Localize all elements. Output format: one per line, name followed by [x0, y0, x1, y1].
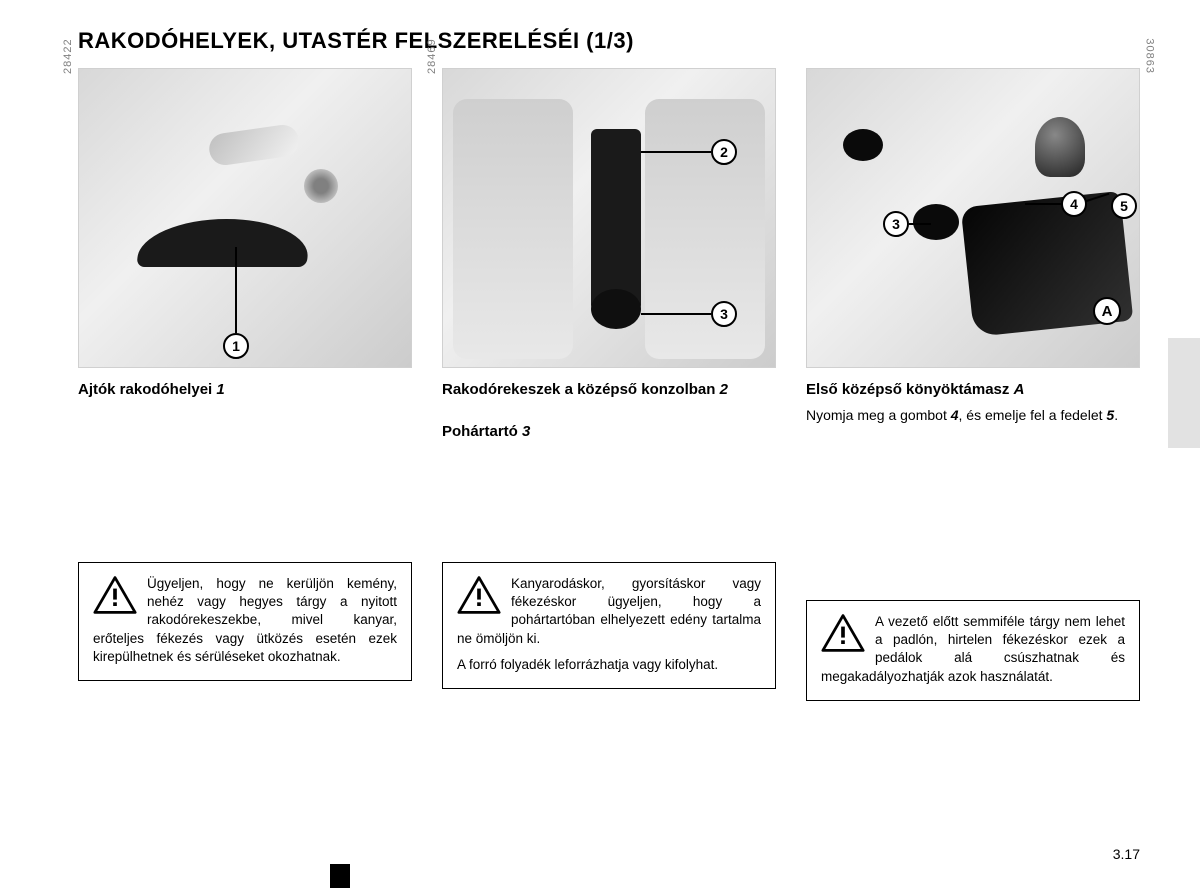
callout-2a: 2	[711, 139, 737, 165]
figure-2-center-console: 2 3	[442, 68, 776, 368]
caption-2b-italic: 3	[522, 423, 530, 440]
door-pocket-shape	[136, 219, 311, 267]
column-2: 28469 2 3 Rakodórekeszek a középső konzo…	[442, 68, 776, 538]
gray-side-tab	[1168, 338, 1200, 448]
caption-2a-italic: 2	[720, 381, 728, 398]
warning-text-2: Kanyarodáskor, gyorsításkor vagy fékezés…	[457, 575, 761, 674]
cup-shape-b	[913, 204, 959, 240]
seat-right-shape	[645, 99, 765, 359]
cup-shape-a	[843, 129, 883, 161]
caption-1-text: Ajtók rakodóhelyei	[78, 381, 216, 398]
caption-2a: Rakodórekeszek a középső konzolban 2	[442, 380, 776, 400]
caption-2a-text: Rakodórekeszek a középső konzolban	[442, 381, 720, 398]
warning-triangle-icon	[457, 575, 501, 615]
black-footer-tab	[330, 864, 350, 888]
caption-3-italic: A	[1014, 381, 1025, 398]
callout-3a: 3	[883, 211, 909, 237]
page-number: 3.17	[1113, 846, 1140, 862]
warning-box-3: A vezető előtt semmiféle tárgy nem lehet…	[806, 600, 1140, 701]
callout-2b: 3	[711, 301, 737, 327]
leader-line	[641, 313, 711, 315]
column-3: 30863 3 4 5 A Első kö	[806, 68, 1140, 538]
caption-area-2: Rakodórekeszek a középső konzolban 2 Poh…	[442, 368, 776, 538]
warning-p1: Ügyeljen, hogy ne kerüljön kemény, nehéz…	[93, 575, 397, 666]
caption-area-1: Ajtók rakodóhelyei 1	[78, 368, 412, 538]
warning-triangle-icon	[93, 575, 137, 615]
door-speaker-shape	[304, 169, 338, 203]
caption-2b-text: Pohártartó	[442, 423, 522, 440]
caption-1-italic: 1	[216, 381, 224, 398]
callout-3b: 4	[1061, 191, 1087, 217]
seat-left-shape	[453, 99, 573, 359]
column-1: 28422 1 Ajtók rakodóhelyei 1	[78, 68, 412, 538]
sub-mid: , és emelje fel a fedelet	[959, 407, 1107, 423]
gear-shift-shape	[1035, 117, 1085, 177]
leader-line	[909, 223, 931, 225]
image-id-1: 28422	[62, 38, 74, 74]
callout-1: 1	[223, 333, 249, 359]
page-title: RAKODÓHELYEK, UTASTÉR FELSZERELÉSÉI (1/3…	[78, 28, 1140, 54]
console-shape	[591, 129, 641, 309]
leader-line	[641, 151, 711, 153]
warning-p2: A forró folyadék leforrázhatja vagy kifo…	[457, 656, 761, 674]
leader-line	[1025, 203, 1061, 205]
callout-3c: 5	[1111, 193, 1137, 219]
caption-3: Első középső könyöktámasz A	[806, 380, 1140, 400]
warning-triangle-icon	[821, 613, 865, 653]
callout-3d-letter: A	[1093, 297, 1121, 325]
sub-pre: Nyomja meg a gombot	[806, 407, 951, 423]
warning-text-1: Ügyeljen, hogy ne kerüljön kemény, nehéz…	[93, 575, 397, 666]
caption-1: Ajtók rakodóhelyei 1	[78, 380, 412, 400]
leader-line	[235, 247, 237, 333]
subtext-3: Nyomja meg a gombot 4, és emelje fel a f…	[806, 406, 1140, 424]
manual-page: RAKODÓHELYEK, UTASTÉR FELSZERELÉSÉI (1/3…	[0, 0, 1200, 888]
cupholder-shape	[591, 289, 641, 329]
caption-area-3: Első középső könyöktámasz A Nyomja meg a…	[806, 368, 1140, 538]
caption-3-text: Első középső könyöktámasz	[806, 381, 1014, 398]
columns-container: 28422 1 Ajtók rakodóhelyei 1	[78, 68, 1140, 538]
image-id-3: 30863	[1144, 38, 1156, 74]
image-id-2: 28469	[426, 38, 438, 74]
sub-post: .	[1114, 407, 1118, 423]
caption-2b: Pohártartó 3	[442, 422, 776, 442]
warning-text-3: A vezető előtt semmiféle tárgy nem lehet…	[821, 613, 1125, 686]
warning-box-1: Ügyeljen, hogy ne kerüljön kemény, nehéz…	[78, 562, 412, 681]
warning-p1: A vezető előtt semmiféle tárgy nem lehet…	[821, 613, 1125, 686]
sub-b1: 4	[951, 407, 959, 423]
door-handle-shape	[207, 123, 301, 167]
figure-3-armrest: 3 4 5 A	[806, 68, 1140, 368]
figure-1-door-pocket: 1	[78, 68, 412, 368]
warning-p1: Kanyarodáskor, gyorsításkor vagy fékezés…	[457, 575, 761, 648]
warning-box-2: Kanyarodáskor, gyorsításkor vagy fékezés…	[442, 562, 776, 689]
